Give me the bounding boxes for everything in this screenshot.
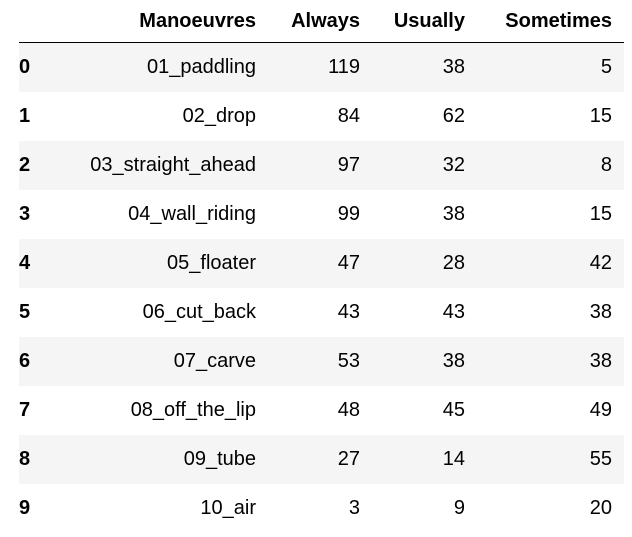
row-index: 0 xyxy=(19,56,31,79)
table-row: 2 03_straight_ahead 97 32 8 xyxy=(19,140,624,190)
cell-always: 119 xyxy=(328,56,360,79)
table-row: 4 05_floater 47 28 42 xyxy=(19,238,624,288)
cell-always: 47 xyxy=(337,252,360,274)
table-header: Manoeuvres Always Usually Sometimes xyxy=(19,0,624,43)
row-index: 9 xyxy=(19,497,31,519)
cell-usually: 62 xyxy=(442,105,465,127)
cell-sometimes: 42 xyxy=(589,252,612,274)
row-index: 1 xyxy=(19,105,31,127)
cell-always: 84 xyxy=(337,105,360,127)
cell-manoeuvre: 01_paddling xyxy=(147,56,256,79)
cell-sometimes: 5 xyxy=(600,56,612,79)
cell-manoeuvre: 09_tube xyxy=(183,448,256,470)
cell-always: 43 xyxy=(337,301,360,323)
cell-usually: 38 xyxy=(442,203,465,225)
cell-manoeuvre: 04_wall_riding xyxy=(128,203,256,225)
column-header-always: Always xyxy=(268,0,372,43)
table-row: 6 07_carve 53 38 38 xyxy=(19,336,624,386)
table-row: 7 08_off_the_lip 48 45 49 xyxy=(19,386,624,435)
cell-sometimes: 15 xyxy=(589,203,612,225)
header-row: Manoeuvres Always Usually Sometimes xyxy=(19,0,624,43)
cell-always: 97 xyxy=(337,154,360,176)
cell-manoeuvre: 07_carve xyxy=(173,350,256,372)
cell-usually: 14 xyxy=(442,448,465,470)
cell-always: 3 xyxy=(348,497,360,519)
cell-sometimes: 15 xyxy=(589,105,612,127)
cell-usually: 45 xyxy=(442,399,465,421)
table-row: 3 04_wall_riding 99 38 15 xyxy=(19,190,624,239)
cell-sometimes: 8 xyxy=(600,154,612,176)
cell-sometimes: 55 xyxy=(589,448,612,470)
row-index: 7 xyxy=(19,399,31,421)
column-header-usually: Usually xyxy=(372,0,477,43)
table-row: 5 06_cut_back 43 43 38 xyxy=(19,288,624,337)
row-index: 2 xyxy=(19,154,31,176)
cell-always: 27 xyxy=(337,448,360,470)
table-row: 9 10_air 3 9 20 xyxy=(19,484,624,533)
table-body: 0 01_paddling 119 38 5 1 02_drop 84 62 15 2 03_stra… xyxy=(19,42,624,533)
cell-usually: 9 xyxy=(453,497,465,519)
cell-manoeuvre: 02_drop xyxy=(182,105,256,127)
cell-manoeuvre: 05_floater xyxy=(167,252,256,274)
cell-sometimes: 38 xyxy=(589,301,612,323)
dataframe-table: Manoeuvres Always Usually Sometimes 0 01_… xyxy=(19,0,624,533)
cell-usually: 43 xyxy=(442,301,465,323)
cell-manoeuvre: 06_cut_back xyxy=(142,301,256,323)
index-header xyxy=(19,0,53,43)
column-header-manoeuvres: Manoeuvres xyxy=(53,0,268,43)
cell-always: 48 xyxy=(337,399,360,421)
table-row: 1 02_drop 84 62 15 xyxy=(19,92,624,141)
cell-usually: 32 xyxy=(442,154,465,176)
column-header-sometimes: Sometimes xyxy=(477,0,624,43)
row-index: 4 xyxy=(19,252,31,274)
cell-manoeuvre: 10_air xyxy=(200,497,256,519)
cell-always: 99 xyxy=(337,203,360,225)
cell-manoeuvre: 03_straight_ahead xyxy=(90,154,256,176)
table-row: 0 01_paddling 119 38 5 xyxy=(19,42,624,92)
row-index: 5 xyxy=(19,301,31,323)
row-index: 3 xyxy=(19,203,31,225)
cell-usually: 38 xyxy=(442,56,465,79)
table-row: 8 09_tube 27 14 55 xyxy=(19,434,624,484)
cell-usually: 28 xyxy=(442,252,465,274)
cell-sometimes: 38 xyxy=(589,350,612,372)
cell-always: 53 xyxy=(337,350,360,372)
row-index: 8 xyxy=(19,448,31,470)
cell-usually: 38 xyxy=(442,350,465,372)
cell-manoeuvre: 08_off_the_lip xyxy=(130,399,256,421)
row-index: 6 xyxy=(19,350,31,372)
cell-sometimes: 49 xyxy=(589,399,612,421)
cell-sometimes: 20 xyxy=(589,497,612,519)
